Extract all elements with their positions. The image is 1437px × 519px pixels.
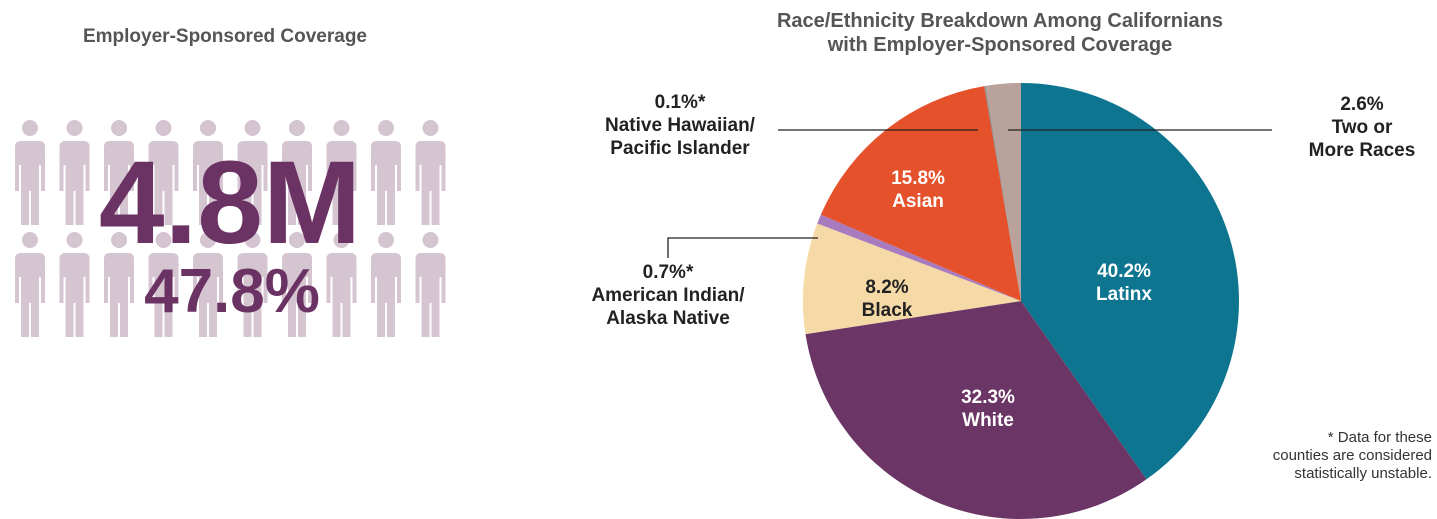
person-body: [59, 141, 90, 225]
leader-line: [667, 237, 818, 258]
slice-value-label: 8.2%: [865, 277, 908, 298]
person-head: [333, 120, 350, 136]
person-body: [326, 253, 357, 337]
person-head: [200, 232, 216, 248]
slice-category-label: American Indian/Alaska Native: [591, 285, 745, 329]
person-body: [326, 141, 357, 225]
person-body: [148, 141, 179, 225]
person-head: [378, 120, 394, 136]
person-head: [155, 232, 172, 248]
person-head: [244, 232, 261, 248]
slice-value-label: 15.8%: [891, 168, 945, 189]
person-body: [104, 253, 134, 337]
person-head: [155, 120, 172, 136]
person-head: [22, 120, 38, 136]
pie-slice: [820, 86, 1021, 301]
slice-category-label: Two or More Races: [1309, 117, 1416, 161]
pie-slice: [817, 214, 1021, 301]
person-head: [422, 232, 439, 248]
person-head: [289, 232, 305, 248]
pie-slice: [984, 85, 1021, 301]
person-body: [282, 141, 312, 225]
person-head: [66, 232, 83, 248]
person-body: [148, 253, 179, 337]
person-head: [200, 120, 216, 136]
slice-category-label: White: [962, 410, 1014, 431]
person-head: [378, 232, 394, 248]
slice-value-label: 0.1%*: [655, 92, 706, 113]
slice-value-label: 0.7%*: [643, 262, 694, 283]
person-head: [333, 232, 350, 248]
person-head: [289, 120, 305, 136]
person-head: [66, 120, 83, 136]
person-body: [104, 141, 134, 225]
person-body: [415, 141, 446, 225]
person-head: [111, 120, 127, 136]
person-body: [193, 141, 223, 225]
coverage-count: 4.8M: [99, 137, 361, 269]
chart-title: Race/Ethnicity Breakdown Among Californi…: [777, 10, 1223, 56]
person-head: [22, 232, 38, 248]
person-head: [422, 120, 439, 136]
person-head: [111, 232, 127, 248]
slice-category-label: Latinx: [1096, 284, 1152, 305]
person-body: [193, 253, 223, 337]
person-body: [15, 253, 45, 337]
pie-slice: [1021, 83, 1239, 480]
slice-value-label: 32.3%: [961, 387, 1015, 408]
coverage-share: 47.8%: [144, 257, 320, 326]
person-head: [244, 120, 261, 136]
pie-slice: [805, 301, 1147, 519]
person-body: [371, 253, 401, 337]
person-body: [371, 141, 401, 225]
slice-category-label: Native Hawaiian/Pacific Islander: [605, 115, 756, 159]
pie-slice: [985, 83, 1021, 301]
person-body: [282, 253, 312, 337]
slice-value-label: 40.2%: [1097, 261, 1151, 282]
slice-value-label: 2.6%: [1340, 94, 1383, 115]
person-body: [237, 141, 268, 225]
person-body: [15, 141, 45, 225]
person-body: [237, 253, 268, 337]
left-title: Employer-Sponsored Coverage: [83, 26, 367, 47]
footnote: * Data for these counties are considered s…: [1273, 429, 1432, 482]
person-body: [59, 253, 90, 337]
people-icons: [15, 120, 446, 337]
slice-category-label: Black: [862, 300, 913, 321]
slice-category-label: Asian: [892, 191, 944, 212]
person-body: [415, 253, 446, 337]
pie-slice: [802, 223, 1021, 335]
